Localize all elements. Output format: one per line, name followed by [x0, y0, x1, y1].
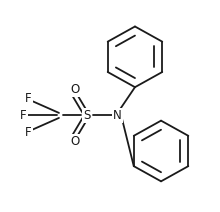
Text: S: S [84, 109, 91, 122]
Text: F: F [25, 126, 32, 139]
Text: O: O [71, 83, 80, 96]
Text: O: O [71, 135, 80, 148]
Text: F: F [20, 109, 26, 122]
Text: N: N [113, 109, 122, 122]
Text: F: F [25, 92, 32, 105]
